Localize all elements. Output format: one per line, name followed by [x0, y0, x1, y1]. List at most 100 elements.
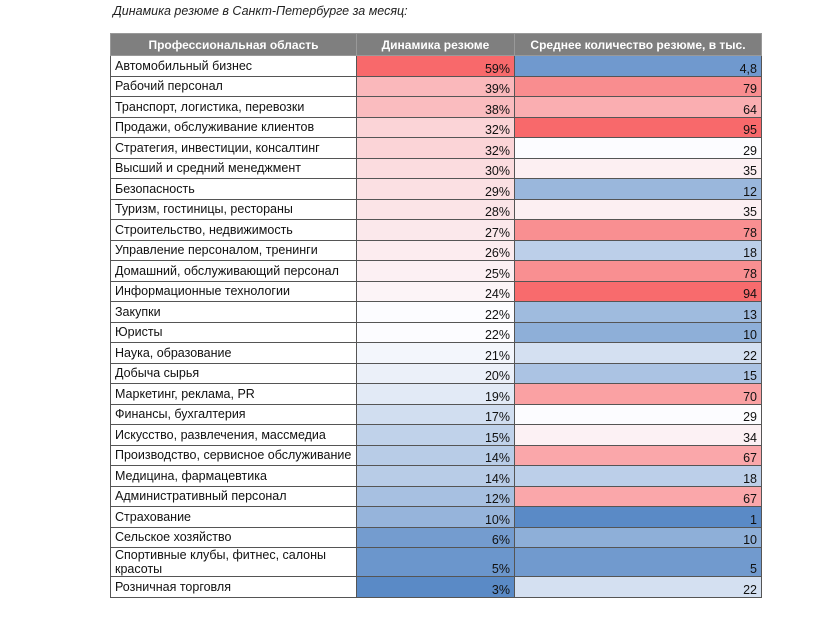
count-cell: 10	[514, 321, 762, 343]
dynamics-cell: 28%	[356, 198, 515, 220]
count-cell: 67	[514, 485, 762, 507]
count-cell: 94	[514, 280, 762, 302]
table-row: Финансы, бухгалтерия 17% 29	[110, 403, 762, 425]
area-cell: Сельское хозяйство	[110, 526, 357, 548]
area-cell: Управление персоналом, тренинги	[110, 239, 357, 261]
table-row: Управление персоналом, тренинги 26% 18	[110, 239, 762, 261]
table-row: Медицина, фармацевтика 14% 18	[110, 465, 762, 487]
table-row: Добыча сырья 20% 15	[110, 362, 762, 384]
area-cell: Производство, сервисное обслуживание	[110, 444, 357, 466]
dynamics-cell: 32%	[356, 116, 515, 138]
column-header: Динамика резюме	[356, 33, 515, 56]
area-cell: Продажи, обслуживание клиентов	[110, 116, 357, 138]
table-row: Стратегия, инвестиции, консалтинг 32% 29	[110, 137, 762, 159]
table-row: Безопасность 29% 12	[110, 178, 762, 200]
count-cell: 79	[514, 75, 762, 97]
dynamics-cell: 22%	[356, 321, 515, 343]
table-row: Информационные технологии 24% 94	[110, 280, 762, 302]
count-cell: 22	[514, 342, 762, 364]
count-cell: 1	[514, 506, 762, 528]
dynamics-cell: 38%	[356, 96, 515, 118]
dynamics-cell: 24%	[356, 280, 515, 302]
count-cell: 10	[514, 526, 762, 548]
dynamics-cell: 17%	[356, 403, 515, 425]
table-row: Страхование 10% 1	[110, 506, 762, 528]
area-cell: Административный персонал	[110, 485, 357, 507]
area-cell: Финансы, бухгалтерия	[110, 403, 357, 425]
area-cell: Наука, образование	[110, 342, 357, 364]
table-row: Закупки 22% 13	[110, 301, 762, 323]
table-row: Розничная торговля 3% 22	[110, 576, 762, 598]
count-cell: 29	[514, 403, 762, 425]
dynamics-cell: 19%	[356, 383, 515, 405]
area-cell: Туризм, гостиницы, рестораны	[110, 198, 357, 220]
count-cell: 64	[514, 96, 762, 118]
area-cell: Информационные технологии	[110, 280, 357, 302]
table-row: Продажи, обслуживание клиентов 32% 95	[110, 116, 762, 138]
table-row: Маркетинг, реклама, PR 19% 70	[110, 383, 762, 405]
count-cell: 78	[514, 260, 762, 282]
dynamics-cell: 6%	[356, 526, 515, 548]
count-cell: 34	[514, 424, 762, 446]
count-cell: 70	[514, 383, 762, 405]
dynamics-cell: 30%	[356, 157, 515, 179]
count-cell: 67	[514, 444, 762, 466]
table-row: Спортивные клубы, фитнес, салоны красоты…	[110, 547, 762, 577]
table-row: Домашний, обслуживающий персонал 25% 78	[110, 260, 762, 282]
count-cell: 95	[514, 116, 762, 138]
area-cell: Медицина, фармацевтика	[110, 465, 357, 487]
dynamics-cell: 3%	[356, 576, 515, 598]
table-row: Сельское хозяйство 6% 10	[110, 526, 762, 548]
count-cell: 35	[514, 198, 762, 220]
area-cell: Безопасность	[110, 178, 357, 200]
area-cell: Транспорт, логистика, перевозки	[110, 96, 357, 118]
area-cell: Стратегия, инвестиции, консалтинг	[110, 137, 357, 159]
dynamics-cell: 59%	[356, 55, 515, 77]
dynamics-cell: 14%	[356, 444, 515, 466]
count-cell: 22	[514, 576, 762, 598]
dynamics-cell: 15%	[356, 424, 515, 446]
table-row: Искусство, развлечения, массмедиа 15% 34	[110, 424, 762, 446]
area-cell: Маркетинг, реклама, PR	[110, 383, 357, 405]
dynamics-cell: 5%	[356, 547, 515, 577]
table: Профессиональная область Динамика резюме С…	[110, 33, 762, 598]
table-row: Производство, сервисное обслуживание 14% 6…	[110, 444, 762, 466]
dynamics-cell: 27%	[356, 219, 515, 241]
count-cell: 15	[514, 362, 762, 384]
table-row: Высший и средний менеджмент 30% 35	[110, 157, 762, 179]
table-row: Автомобильный бизнес 59% 4,8	[110, 55, 762, 77]
area-cell: Добыча сырья	[110, 362, 357, 384]
table-row: Транспорт, логистика, перевозки 38% 64	[110, 96, 762, 118]
count-cell: 29	[514, 137, 762, 159]
dynamics-cell: 32%	[356, 137, 515, 159]
table-row: Строительство, недвижимость 27% 78	[110, 219, 762, 241]
header-row: Профессиональная область Динамика резюме С…	[110, 33, 762, 56]
dynamics-cell: 39%	[356, 75, 515, 97]
dynamics-cell: 10%	[356, 506, 515, 528]
dynamics-cell: 26%	[356, 239, 515, 261]
table-body: Автомобильный бизнес 59% 4,8 Рабочий персон…	[110, 55, 762, 598]
count-cell: 5	[514, 547, 762, 577]
dynamics-cell: 22%	[356, 301, 515, 323]
area-cell: Искусство, развлечения, массмедиа	[110, 424, 357, 446]
area-cell: Домашний, обслуживающий персонал	[110, 260, 357, 282]
area-cell: Строительство, недвижимость	[110, 219, 357, 241]
dynamics-cell: 12%	[356, 485, 515, 507]
table-row: Административный персонал 12% 67	[110, 485, 762, 507]
table-row: Туризм, гостиницы, рестораны 28% 35	[110, 198, 762, 220]
area-cell: Розничная торговля	[110, 576, 357, 598]
dynamics-cell: 25%	[356, 260, 515, 282]
area-cell: Рабочий персонал	[110, 75, 357, 97]
dynamics-cell: 14%	[356, 465, 515, 487]
area-cell: Страхование	[110, 506, 357, 528]
area-cell: Автомобильный бизнес	[110, 55, 357, 77]
count-cell: 12	[514, 178, 762, 200]
count-cell: 18	[514, 465, 762, 487]
count-cell: 35	[514, 157, 762, 179]
area-cell: Высший и средний менеджмент	[110, 157, 357, 179]
column-header: Среднее количество резюме, в тыс.	[514, 33, 762, 56]
dynamics-cell: 29%	[356, 178, 515, 200]
count-cell: 13	[514, 301, 762, 323]
title: Динамика резюме в Санкт-Петербурге за ме…	[113, 4, 408, 18]
